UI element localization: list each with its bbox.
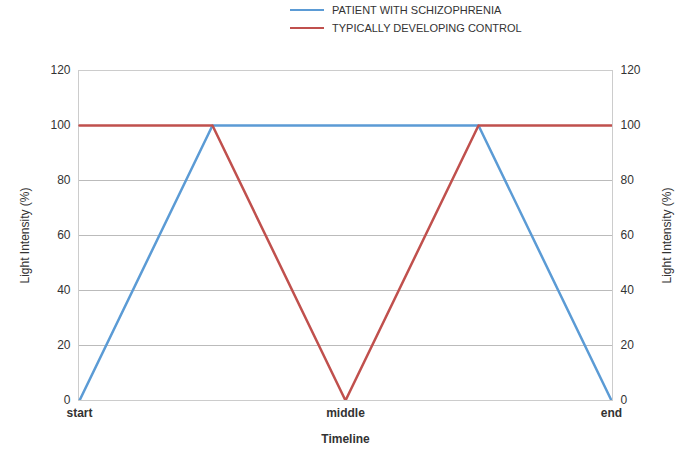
svg-text:20: 20 — [621, 338, 635, 352]
svg-text:Timeline: Timeline — [321, 432, 370, 446]
svg-text:end: end — [601, 406, 622, 420]
svg-text:start: start — [66, 406, 92, 420]
svg-text:Light Intensity (%): Light Intensity (%) — [660, 187, 674, 283]
svg-text:Light Intensity (%): Light Intensity (%) — [18, 187, 32, 283]
html-text:TYPICALLY DEVELOPING CONTROL: TYPICALLY DEVELOPING CONTROL — [332, 22, 522, 34]
svg-text:middle: middle — [326, 406, 365, 420]
svg-text:80: 80 — [57, 173, 71, 187]
svg-text:80: 80 — [621, 173, 635, 187]
svg-text:0: 0 — [621, 393, 628, 407]
svg-text:100: 100 — [50, 118, 70, 132]
svg-text:100: 100 — [621, 118, 641, 132]
svg-text:60: 60 — [621, 228, 635, 242]
svg-text:0: 0 — [64, 393, 71, 407]
svg-text:120: 120 — [50, 63, 70, 77]
html-text:PATIENT WITH SCHIZOPHRENIA: PATIENT WITH SCHIZOPHRENIA — [332, 4, 502, 16]
svg-text:60: 60 — [57, 228, 71, 242]
svg-text:120: 120 — [621, 63, 641, 77]
svg-text:40: 40 — [57, 283, 71, 297]
svg-text:40: 40 — [621, 283, 635, 297]
svg-text:20: 20 — [57, 338, 71, 352]
